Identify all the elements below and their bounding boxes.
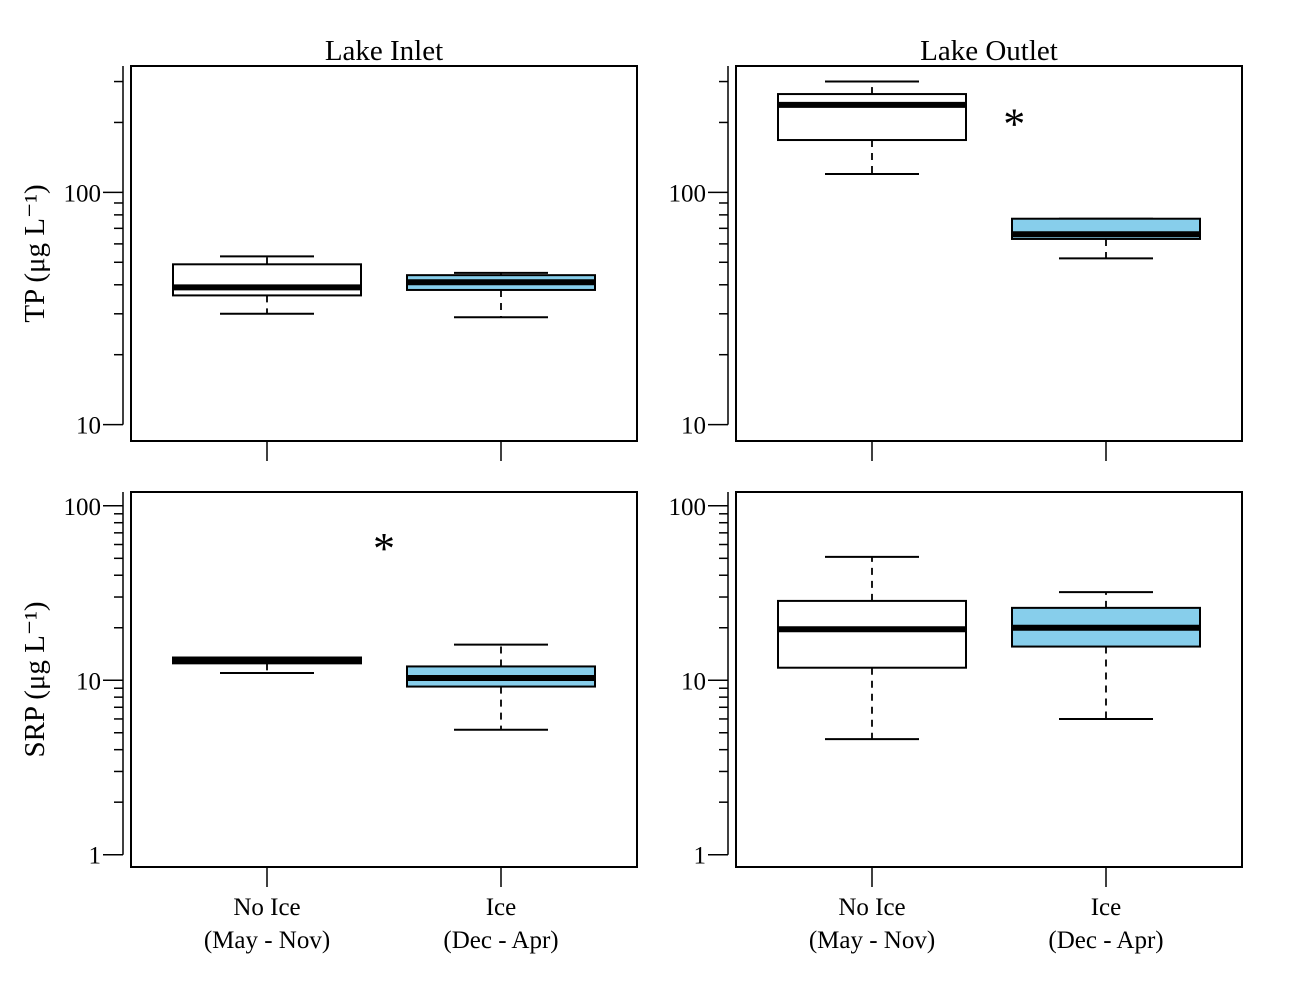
plot-frame xyxy=(735,491,1243,868)
y-axis-label: SRP (μg L⁻¹) xyxy=(19,601,51,757)
y-tick-label: 10 xyxy=(76,668,101,695)
box-1 xyxy=(1011,591,1201,720)
y-tick-label: 10 xyxy=(681,668,706,695)
plot-frame xyxy=(130,491,638,868)
panel-2: 1 10 100 SRP (μg L⁻¹) * No Ice (May - Nov) Ice (… xyxy=(19,491,638,954)
y-tick-label: 10 xyxy=(681,413,706,440)
iqr-box xyxy=(172,263,362,297)
panel-3: 1 10 100 No Ice (May - Nov) Ice (Dec - Apr) xyxy=(669,491,1243,954)
x-category-label: Ice xyxy=(1091,894,1122,921)
box-1 xyxy=(406,643,596,731)
box-1 xyxy=(1011,217,1201,260)
x-category-sublabel: (May - Nov) xyxy=(204,927,330,954)
box-1 xyxy=(406,271,596,319)
panel-1: 10 100 Lake Outlet * xyxy=(669,35,1243,461)
plot-frame xyxy=(735,65,1243,442)
x-category-label: No Ice xyxy=(233,894,300,921)
x-category-sublabel: (Dec - Apr) xyxy=(443,927,558,954)
y-tick-label: 1 xyxy=(89,843,102,870)
plot-frame xyxy=(130,65,638,442)
iqr-box xyxy=(777,93,967,142)
box-0 xyxy=(777,555,967,741)
panel-title: Lake Inlet xyxy=(325,35,443,67)
y-tick-label: 1 xyxy=(694,843,707,870)
x-category-label: Ice xyxy=(486,894,517,921)
box-0 xyxy=(777,80,967,175)
panel-0: 10 100 Lake Inlet TP (μg L⁻¹) xyxy=(19,35,638,461)
panel-title: Lake Outlet xyxy=(920,35,1058,67)
y-axis-label: TP (μg L⁻¹) xyxy=(19,184,51,322)
y-tick-label: 100 xyxy=(64,180,102,207)
y-tick-label: 10 xyxy=(76,413,101,440)
significance-marker: * xyxy=(373,524,395,573)
y-tick-label: 100 xyxy=(64,494,102,521)
significance-marker: * xyxy=(1003,99,1025,148)
y-tick-label: 100 xyxy=(669,494,707,521)
iqr-box xyxy=(777,599,967,669)
x-category-label: No Ice xyxy=(838,894,905,921)
x-category-sublabel: (May - Nov) xyxy=(809,927,935,954)
box-0 xyxy=(172,656,362,675)
y-tick-label: 100 xyxy=(669,180,707,207)
box-0 xyxy=(172,255,362,315)
x-category-sublabel: (Dec - Apr) xyxy=(1048,927,1163,954)
